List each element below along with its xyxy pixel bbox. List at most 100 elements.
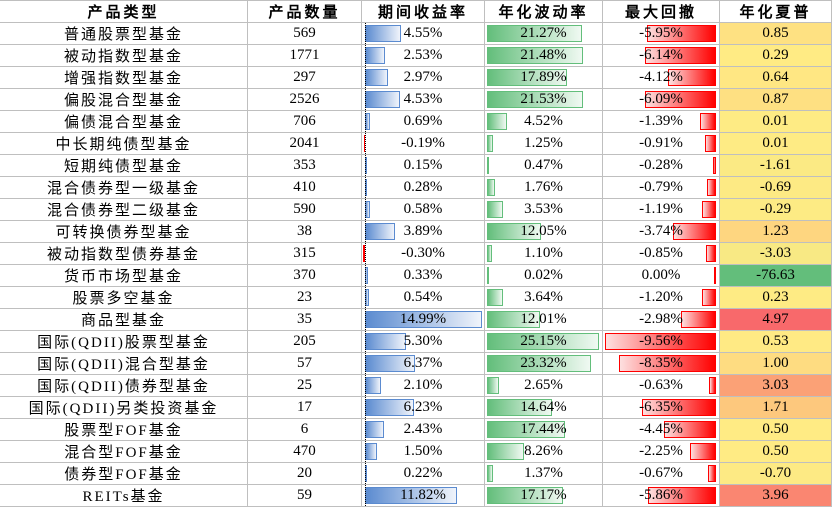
cell: 0.87 bbox=[720, 89, 832, 111]
data-bar bbox=[642, 399, 716, 416]
cell-text: 普通股票型基金 bbox=[63, 27, 183, 43]
cell: 0.50 bbox=[720, 441, 832, 463]
cell-text: 11.82% bbox=[400, 487, 446, 503]
cell: -0.69 bbox=[720, 177, 832, 199]
cell: -5.95% bbox=[603, 23, 720, 45]
data-bar bbox=[487, 245, 492, 262]
cell: 17.89% bbox=[485, 67, 603, 89]
header-cell: 年化夏普 bbox=[720, 0, 832, 23]
cell-text: 1.23 bbox=[762, 223, 789, 239]
cell: 商品型基金 bbox=[0, 309, 248, 331]
zero-axis bbox=[365, 485, 366, 506]
data-bar bbox=[699, 113, 716, 130]
cell: -4.12% bbox=[603, 67, 720, 89]
cell: 23.32% bbox=[485, 353, 603, 375]
cell-text: 3.03 bbox=[762, 377, 789, 393]
cell: 被动指数型债券基金 bbox=[0, 243, 248, 265]
cell: 混合债券型一级基金 bbox=[0, 177, 248, 199]
zero-axis bbox=[365, 155, 366, 176]
header-cell: 期间收益率 bbox=[362, 0, 485, 23]
cell-text: 2.97% bbox=[403, 69, 443, 85]
data-bar bbox=[362, 245, 365, 262]
data-bar bbox=[487, 91, 583, 108]
data-bar bbox=[487, 421, 565, 438]
cell-text: 0.69% bbox=[403, 113, 443, 129]
cell: 706 bbox=[248, 111, 362, 133]
zero-axis bbox=[365, 23, 366, 44]
cell-text: -6.35% bbox=[639, 399, 683, 415]
data-bar bbox=[702, 201, 716, 218]
cell-text: -0.79% bbox=[639, 179, 683, 195]
cell: 0.29 bbox=[720, 45, 832, 67]
cell-text: 混合债券型二级基金 bbox=[46, 203, 200, 219]
cell-text: 2.43% bbox=[403, 421, 443, 437]
cell: -0.29 bbox=[720, 199, 832, 221]
cell-text: 4.55% bbox=[403, 25, 443, 41]
cell: 38 bbox=[248, 221, 362, 243]
cell-text: -3.03 bbox=[759, 245, 792, 261]
cell: -76.63 bbox=[720, 265, 832, 287]
data-bar bbox=[706, 245, 716, 262]
header-text: 产品类型 bbox=[87, 5, 160, 21]
data-bar bbox=[708, 377, 716, 394]
zero-axis bbox=[365, 287, 366, 308]
cell-text: 12.05% bbox=[520, 223, 567, 239]
cell-text: 21.48% bbox=[520, 47, 567, 63]
cell-text: 35 bbox=[297, 311, 312, 327]
cell-text: 38 bbox=[297, 223, 312, 239]
cell: 货币市场型基金 bbox=[0, 265, 248, 287]
cell: 4.55% bbox=[362, 23, 485, 45]
cell: 国际(QDII)债券型基金 bbox=[0, 375, 248, 397]
cell: 0.02% bbox=[485, 265, 603, 287]
cell: -2.98% bbox=[603, 309, 720, 331]
cell: -1.39% bbox=[603, 111, 720, 133]
cell-text: -76.63 bbox=[756, 267, 795, 283]
cell: 0.69% bbox=[362, 111, 485, 133]
cell: 0.01 bbox=[720, 133, 832, 155]
cell: -1.19% bbox=[603, 199, 720, 221]
cell: 1.37% bbox=[485, 463, 603, 485]
cell-text: 14.99% bbox=[399, 311, 447, 327]
cell-text: 17.17% bbox=[520, 487, 567, 503]
zero-axis bbox=[365, 243, 366, 264]
cell: 20 bbox=[248, 463, 362, 485]
data-bar bbox=[487, 135, 493, 152]
cell: 410 bbox=[248, 177, 362, 199]
cell-text: 297 bbox=[293, 69, 316, 85]
cell-text: 57 bbox=[297, 355, 312, 371]
cell: 17 bbox=[248, 397, 362, 419]
cell-text: 315 bbox=[293, 245, 316, 261]
cell: 5.30% bbox=[362, 331, 485, 353]
cell: 0.28% bbox=[362, 177, 485, 199]
cell: -2.25% bbox=[603, 441, 720, 463]
cell-text: 2526 bbox=[289, 91, 320, 107]
cell-text: -0.19% bbox=[401, 135, 445, 151]
cell: 国际(QDII)股票型基金 bbox=[0, 331, 248, 353]
cell: 股票多空基金 bbox=[0, 287, 248, 309]
cell-text: -5.95% bbox=[639, 25, 683, 41]
cell: 1.23 bbox=[720, 221, 832, 243]
data-bar bbox=[487, 465, 494, 482]
cell-text: 被动指数型基金 bbox=[63, 49, 183, 65]
cell: 59 bbox=[248, 485, 362, 507]
header-cell: 产品数量 bbox=[248, 0, 362, 23]
cell-text: 债券型FOF基金 bbox=[64, 467, 183, 483]
cell-text: 17.44% bbox=[520, 421, 567, 437]
cell: -4.45% bbox=[603, 419, 720, 441]
zero-axis bbox=[365, 353, 366, 374]
cell: 2.53% bbox=[362, 45, 485, 67]
cell-text: 0.58% bbox=[403, 201, 443, 217]
data-bar bbox=[487, 223, 541, 240]
cell-text: 8.26% bbox=[524, 443, 563, 459]
cell-text: 股票型FOF基金 bbox=[64, 423, 183, 439]
cell-text: 590 bbox=[293, 201, 316, 217]
cell-text: -4.12% bbox=[639, 69, 683, 85]
cell: 569 bbox=[248, 23, 362, 45]
data-bar bbox=[645, 91, 716, 108]
header-text: 最大回撤 bbox=[624, 5, 697, 21]
cell: 0.53 bbox=[720, 331, 832, 353]
data-bar bbox=[668, 69, 716, 86]
zero-axis bbox=[365, 375, 366, 396]
header-cell: 产品类型 bbox=[0, 0, 248, 23]
cell-text: 569 bbox=[293, 25, 316, 41]
